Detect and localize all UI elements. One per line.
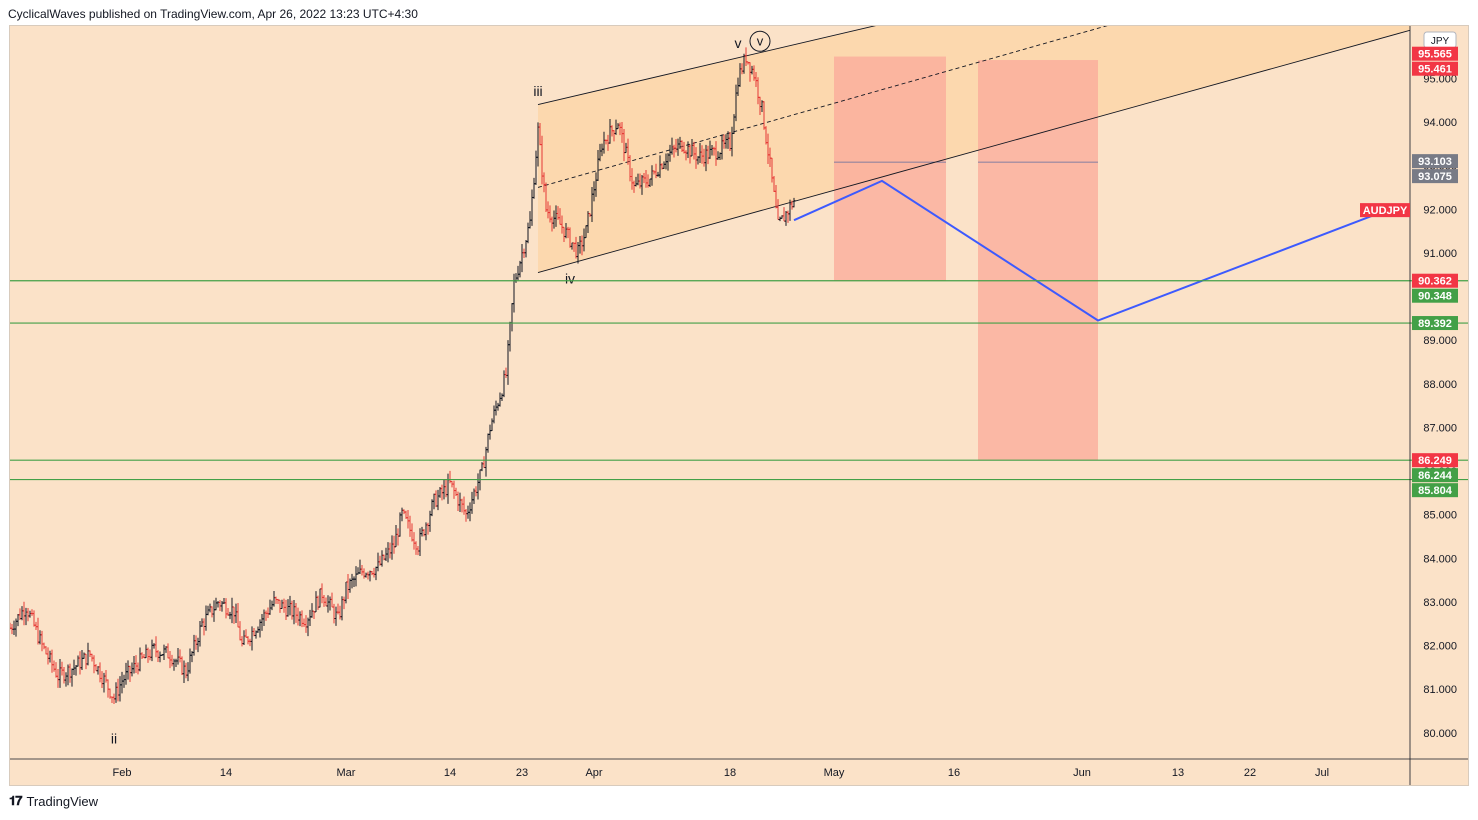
projection-path <box>793 179 1379 322</box>
time-tick-label: Jun <box>1073 767 1091 779</box>
time-tick-label: 14 <box>444 767 456 779</box>
channel-upper-line <box>537 26 876 105</box>
tradingview-logo-icon: 𝟏𝟕 <box>9 794 23 809</box>
target-zone-2 <box>978 60 1098 461</box>
price-tick-label: 85.000 <box>1423 510 1457 522</box>
price-tick-label: 82.000 <box>1423 641 1457 653</box>
price-label-box <box>1360 203 1410 218</box>
price-tick-label: 88.000 <box>1423 379 1457 391</box>
price-label: 86.249 <box>1418 455 1452 467</box>
price-tick-label: 89.000 <box>1423 335 1457 347</box>
price-label-box <box>1412 316 1458 331</box>
wave-label-2: iv <box>565 270 575 286</box>
price-label: 90.362 <box>1418 276 1452 288</box>
price-label: 90.348 <box>1418 291 1452 303</box>
price-label-box <box>1412 273 1458 288</box>
price-label-box <box>1412 61 1458 76</box>
target-zone-1 <box>834 56 946 281</box>
wave-label-circle <box>749 30 771 52</box>
price-tick-label: 95.000 <box>1423 73 1457 85</box>
time-tick-label: 23 <box>516 767 528 779</box>
price-label: 95.565 <box>1418 49 1452 61</box>
currency-tag: JPY <box>1431 36 1450 47</box>
price-tick-label: 81.000 <box>1423 684 1457 696</box>
chart-area[interactable]: ii iii iv v v 80.000 81.000 82.000 83.000 84.000 8… <box>9 25 1469 786</box>
time-tick-label: May <box>824 767 845 779</box>
price-tick-label: 83.000 <box>1423 597 1457 609</box>
price-label-box <box>1412 169 1458 184</box>
time-tick-label: 22 <box>1244 767 1256 779</box>
footer: 𝟏𝟕 TradingView <box>9 794 98 809</box>
time-tick-label: Mar <box>337 767 356 779</box>
price-tick-label: 92.000 <box>1423 204 1457 216</box>
price-label: 93.075 <box>1418 171 1452 183</box>
price-tick-label: 87.000 <box>1423 422 1457 434</box>
price-tick-label: 80.000 <box>1423 728 1457 740</box>
publish-header: CyclicalWaves published on TradingView.c… <box>8 7 418 21</box>
candles <box>10 47 796 705</box>
price-label-box <box>1412 453 1458 468</box>
price-label: 95.461 <box>1418 64 1452 76</box>
price-label-box <box>1412 288 1458 303</box>
price-label-box <box>1412 46 1458 61</box>
time-tick-label: 16 <box>948 767 960 779</box>
price-label-box <box>1412 483 1458 498</box>
symbol-tag: AUDJPY <box>1363 205 1408 217</box>
time-tick-label: 14 <box>220 767 232 779</box>
time-tick-label: 13 <box>1172 767 1184 779</box>
wave-label-circled-4: v <box>757 33 764 48</box>
time-tick-label: Jul <box>1315 767 1329 779</box>
price-tick-label: 84.000 <box>1423 553 1457 565</box>
channel-lower-line <box>537 29 1410 273</box>
time-tick-label: Feb <box>113 767 132 779</box>
price-label: 89.392 <box>1418 318 1452 330</box>
price-tick-label: 94.000 <box>1423 117 1457 129</box>
price-label: 85.804 <box>1418 485 1453 497</box>
price-label-box <box>1412 154 1458 169</box>
footer-logo-text: TradingView <box>26 794 99 809</box>
price-label: 93.103 <box>1418 156 1452 168</box>
wave-label-1: iii <box>533 83 542 99</box>
wave-label-3: v <box>735 35 742 51</box>
channel-fill <box>538 26 1410 273</box>
price-tick-label: 91.000 <box>1423 248 1457 260</box>
wave-label-0: ii <box>111 731 117 747</box>
time-tick-label: 18 <box>724 767 736 779</box>
price-label: 86.244 <box>1418 470 1453 482</box>
time-tick-label: Apr <box>585 767 602 779</box>
price-label-box <box>1412 468 1458 483</box>
